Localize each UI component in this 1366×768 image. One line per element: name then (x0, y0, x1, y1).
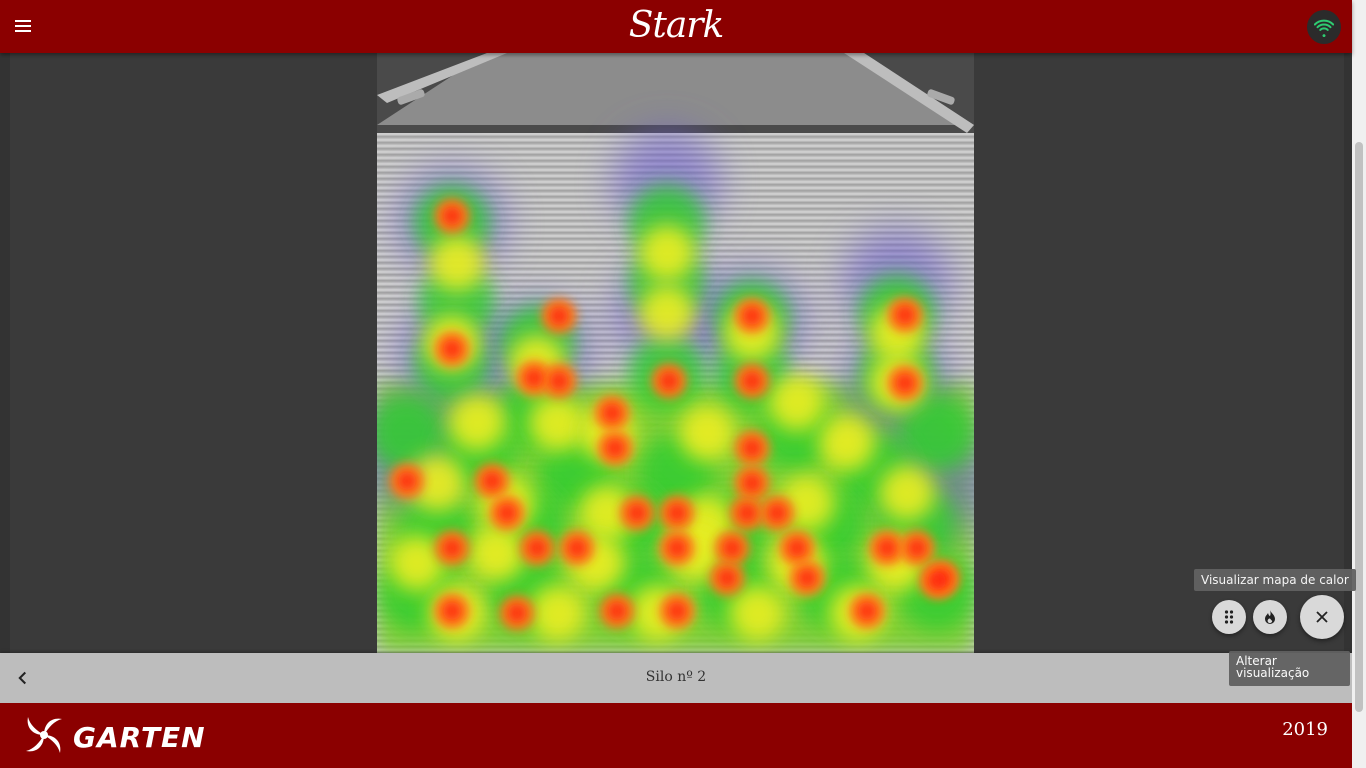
silo-view (0, 53, 1352, 653)
page-scrollbar[interactable] (1352, 0, 1366, 768)
wifi-icon (1314, 19, 1334, 37)
logo-text: GARTEN (73, 721, 206, 754)
menu-icon[interactable] (12, 15, 34, 37)
toggle-view-tooltip: Alterar visualização (1229, 651, 1350, 686)
silo-nav-bar: Silo nº 2 (0, 653, 1352, 703)
silo-title: Silo nº 2 (645, 669, 707, 685)
garten-logo-icon (26, 717, 62, 753)
chevron-left-icon[interactable] (12, 667, 34, 689)
right-edge (1344, 53, 1352, 653)
silo-roof (377, 53, 974, 133)
heat-map-layer (377, 128, 974, 653)
top-app-bar: Stark (0, 0, 1352, 53)
left-edge (0, 53, 10, 653)
footer-year: 2019 (1282, 719, 1328, 740)
dots-grid-icon (1224, 610, 1234, 624)
scrollbar-thumb[interactable] (1355, 142, 1363, 712)
heatmap-view-button[interactable] (1253, 600, 1287, 634)
footer: GARTEN 2019 (0, 703, 1352, 768)
connection-status-button[interactable] (1307, 10, 1341, 44)
point-view-button[interactable] (1212, 600, 1246, 634)
heatmap-tooltip: Visualizar mapa de calor (1194, 569, 1356, 591)
close-icon (1316, 611, 1328, 623)
brand-title: Stark (628, 5, 725, 46)
flame-icon (1265, 610, 1275, 624)
close-menu-button[interactable] (1300, 595, 1344, 639)
silo-heatmap (377, 53, 974, 653)
